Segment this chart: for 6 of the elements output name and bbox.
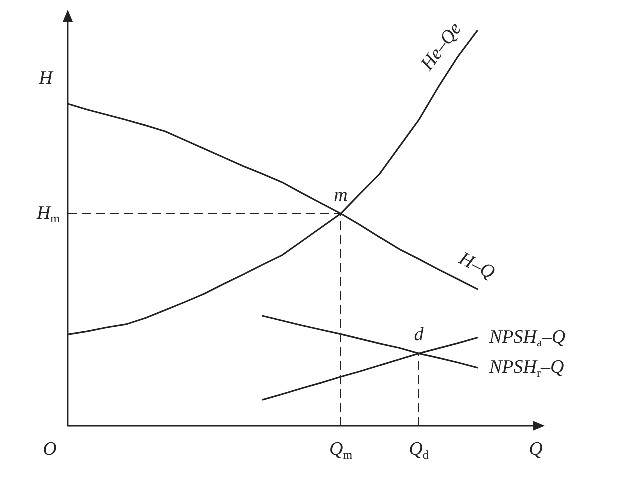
text: O (43, 439, 58, 460)
x-axis-title: Q (529, 439, 544, 460)
annotation: d (414, 324, 424, 346)
y-axis-title: H (38, 68, 54, 89)
annotation: m (334, 184, 348, 206)
text: H–Q (454, 248, 498, 284)
